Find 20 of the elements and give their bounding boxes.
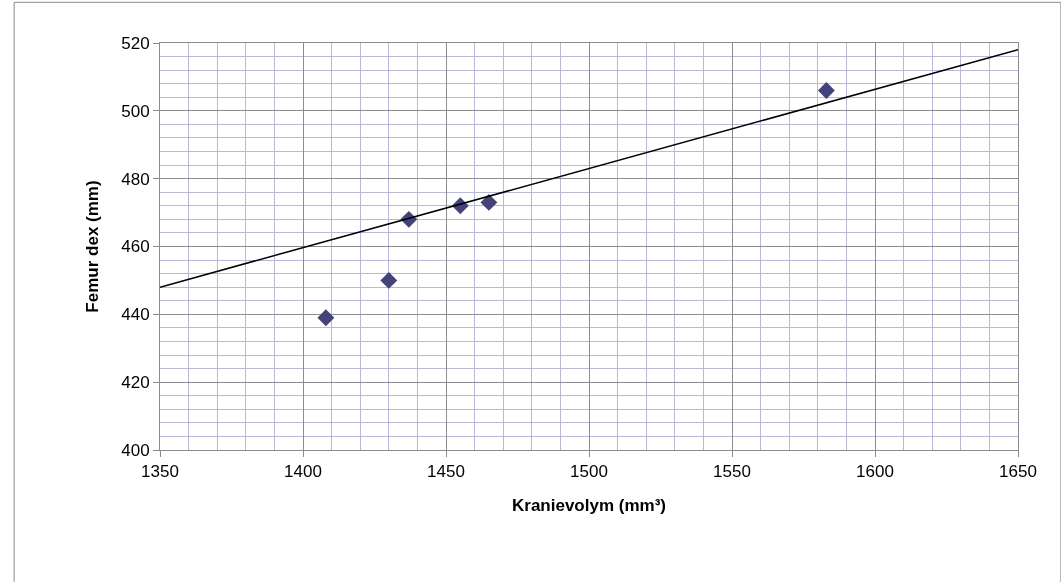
y-tick-label: 500 (121, 101, 150, 121)
y-tick-label: 520 (121, 33, 150, 53)
x-tick-label: 1650 (999, 462, 1037, 482)
x-tick-label: 1550 (713, 462, 751, 482)
y-tick-label: 460 (121, 237, 150, 257)
x-axis-title: Kranievolym (mm³) (512, 495, 666, 515)
x-tick-label: 1500 (570, 462, 608, 482)
y-axis-title: Femur dex (mm) (82, 180, 102, 313)
y-tick-label: 440 (121, 305, 150, 325)
x-tick-label: 1600 (856, 462, 894, 482)
x-tick-label: 1350 (141, 462, 179, 482)
point (480, 193, 498, 211)
point (817, 82, 835, 99)
point (380, 271, 398, 289)
y-tick-label: 420 (121, 373, 150, 393)
y-tick-label: 400 (121, 440, 150, 460)
y-tick-label: 480 (121, 169, 150, 189)
x-tick-label: 1400 (284, 462, 322, 482)
point (317, 309, 335, 327)
x-tick-label: 1450 (427, 462, 465, 482)
